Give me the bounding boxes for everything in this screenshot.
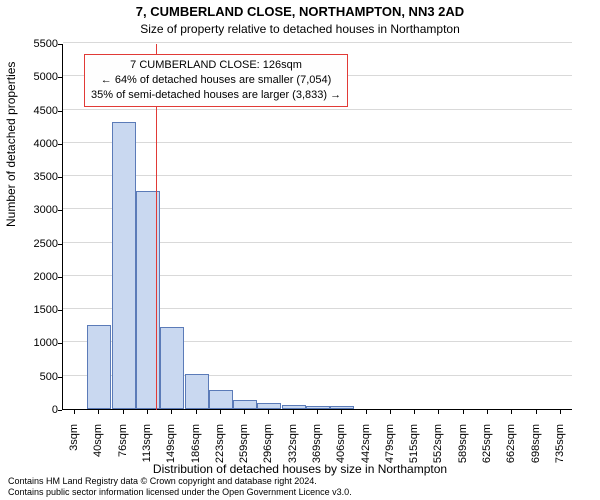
y-tick-label: 0: [18, 404, 58, 416]
y-tick-label: 4000: [18, 138, 58, 150]
x-tick-label: 186sqm: [190, 424, 202, 484]
x-tick-mark: [560, 410, 561, 414]
x-tick-mark: [98, 410, 99, 414]
y-tick-mark: [58, 377, 62, 378]
y-tick-mark: [58, 177, 62, 178]
x-tick-mark: [196, 410, 197, 414]
callout-line-1: 7 CUMBERLAND CLOSE: 126sqm: [91, 58, 341, 73]
y-tick-label: 3500: [18, 171, 58, 183]
x-tick-mark: [74, 410, 75, 414]
x-tick-label: 369sqm: [311, 424, 323, 484]
x-tick-label: 259sqm: [238, 424, 250, 484]
y-tick-mark: [58, 244, 62, 245]
histogram-bar: [330, 406, 354, 409]
y-tick-mark: [58, 77, 62, 78]
callout-line-3: 35% of semi-detached houses are larger (…: [91, 88, 341, 103]
histogram-bar: [209, 390, 233, 409]
y-tick-mark: [58, 343, 62, 344]
gridline-h: [63, 175, 572, 176]
chart-subtitle: Size of property relative to detached ho…: [0, 22, 600, 36]
x-tick-label: 149sqm: [165, 424, 177, 484]
histogram-bar: [282, 405, 306, 409]
x-tick-mark: [171, 410, 172, 414]
histogram-bar: [87, 325, 111, 409]
histogram-bar: [185, 374, 209, 409]
x-tick-mark: [511, 410, 512, 414]
histogram-bar: [160, 327, 184, 409]
gridline-h: [63, 109, 572, 110]
y-tick-mark: [58, 277, 62, 278]
x-tick-mark: [147, 410, 148, 414]
x-tick-label: 3sqm: [68, 424, 80, 484]
x-tick-mark: [463, 410, 464, 414]
y-tick-label: 4500: [18, 105, 58, 117]
x-tick-label: 442sqm: [360, 424, 372, 484]
x-tick-label: 589sqm: [457, 424, 469, 484]
x-tick-label: 698sqm: [530, 424, 542, 484]
histogram-bar: [306, 406, 330, 409]
x-tick-mark: [123, 410, 124, 414]
gridline-h: [63, 42, 572, 43]
y-tick-label: 1500: [18, 304, 58, 316]
y-tick-mark: [58, 410, 62, 411]
x-tick-mark: [220, 410, 221, 414]
y-tick-mark: [58, 111, 62, 112]
y-axis-label: Number of detached properties: [4, 62, 18, 227]
x-tick-label: 76sqm: [117, 424, 129, 484]
y-tick-mark: [58, 310, 62, 311]
x-tick-label: 479sqm: [384, 424, 396, 484]
y-tick-label: 5500: [18, 38, 58, 50]
x-tick-label: 662sqm: [505, 424, 517, 484]
x-tick-mark: [244, 410, 245, 414]
y-tick-label: 3000: [18, 204, 58, 216]
y-tick-label: 2500: [18, 238, 58, 250]
y-tick-mark: [58, 44, 62, 45]
histogram-bar: [233, 400, 257, 409]
x-tick-label: 406sqm: [335, 424, 347, 484]
gridline-h: [63, 142, 572, 143]
footer-line-2: Contains public sector information licen…: [8, 487, 592, 498]
chart-title: 7, CUMBERLAND CLOSE, NORTHAMPTON, NN3 2A…: [0, 4, 600, 19]
callout-box: 7 CUMBERLAND CLOSE: 126sqm ← 64% of deta…: [84, 54, 348, 107]
x-tick-mark: [293, 410, 294, 414]
histogram-bar: [112, 122, 136, 409]
y-tick-label: 2000: [18, 271, 58, 283]
x-tick-mark: [317, 410, 318, 414]
x-tick-label: 113sqm: [141, 424, 153, 484]
x-tick-mark: [268, 410, 269, 414]
x-tick-label: 735sqm: [554, 424, 566, 484]
y-tick-label: 5000: [18, 71, 58, 83]
histogram-bar: [257, 403, 281, 409]
x-tick-mark: [414, 410, 415, 414]
x-tick-mark: [487, 410, 488, 414]
x-tick-label: 625sqm: [481, 424, 493, 484]
x-tick-label: 296sqm: [262, 424, 274, 484]
y-tick-mark: [58, 210, 62, 211]
x-tick-mark: [438, 410, 439, 414]
x-tick-mark: [341, 410, 342, 414]
x-tick-label: 40sqm: [92, 424, 104, 484]
callout-line-2: ← 64% of detached houses are smaller (7,…: [91, 73, 341, 88]
y-tick-label: 1000: [18, 337, 58, 349]
x-tick-label: 515sqm: [408, 424, 420, 484]
x-tick-mark: [390, 410, 391, 414]
y-tick-mark: [58, 144, 62, 145]
x-tick-label: 223sqm: [214, 424, 226, 484]
x-tick-label: 552sqm: [432, 424, 444, 484]
x-tick-mark: [366, 410, 367, 414]
x-tick-label: 332sqm: [287, 424, 299, 484]
x-tick-mark: [536, 410, 537, 414]
y-tick-label: 500: [18, 371, 58, 383]
